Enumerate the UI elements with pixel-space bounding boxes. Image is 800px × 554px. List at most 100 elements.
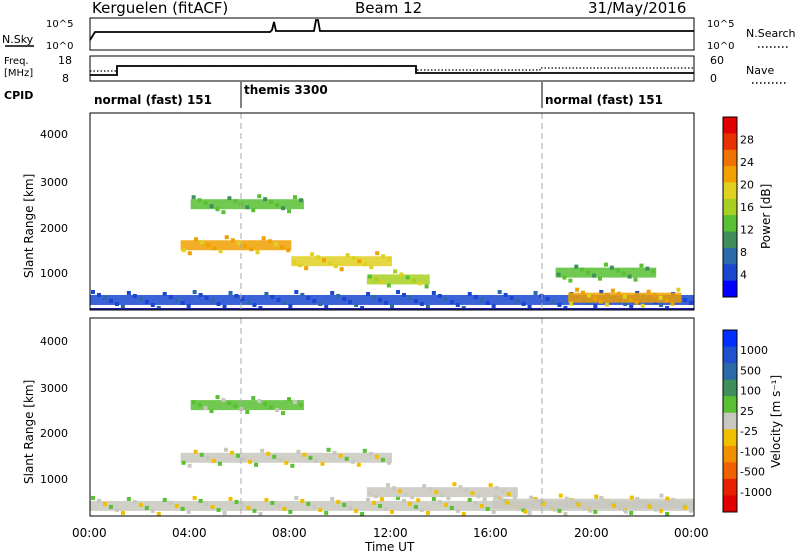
colorbar-swatch xyxy=(723,330,737,348)
echo-cell xyxy=(114,507,119,512)
power-ytick-2000: 2000 xyxy=(40,222,68,235)
echo-cell xyxy=(586,270,591,275)
echo-cell xyxy=(511,503,516,508)
echo-cell xyxy=(527,304,532,309)
echo-cell xyxy=(551,299,556,304)
echo-cell xyxy=(330,290,335,295)
echo-cell xyxy=(617,506,622,511)
echo-band xyxy=(180,240,292,251)
echo-cell xyxy=(603,262,608,267)
echo-cell xyxy=(96,498,101,503)
echo-cell xyxy=(191,195,196,200)
colorbar-tick-label: 12 xyxy=(740,224,754,237)
echo-region xyxy=(366,269,430,289)
xtick-0400: 04:00 xyxy=(172,526,207,540)
echo-cell xyxy=(255,250,260,255)
echo-cell xyxy=(455,508,460,513)
echo-cell xyxy=(292,195,297,200)
echo-cell xyxy=(261,236,266,241)
echo-cell xyxy=(204,501,209,506)
echo-cell xyxy=(108,504,113,509)
echo-cell xyxy=(267,239,272,244)
echo-cell xyxy=(384,300,389,305)
echo-cell xyxy=(493,494,498,499)
echo-cell xyxy=(594,494,599,499)
echo-cell xyxy=(374,454,379,459)
colorbar-swatch xyxy=(723,412,737,430)
freq-label-line2: [MHz] xyxy=(4,68,33,79)
echo-cell xyxy=(563,305,568,310)
echo-cell xyxy=(665,496,670,501)
echo-cell xyxy=(321,258,326,263)
echo-cell xyxy=(351,256,356,261)
colorbar-tick-label: 4 xyxy=(740,269,747,282)
echo-cell xyxy=(575,287,580,292)
echo-cell xyxy=(212,246,217,251)
echo-cell xyxy=(587,300,592,305)
echo-cell xyxy=(273,242,278,247)
echo-cell xyxy=(342,296,347,301)
echo-cell xyxy=(272,454,277,459)
echo-cell xyxy=(192,495,197,500)
cpid-segment-2: themis 3300 xyxy=(244,83,328,97)
echo-cell xyxy=(228,496,233,501)
echo-cell xyxy=(378,503,383,508)
colorbar-swatch xyxy=(723,429,737,447)
echo-cell xyxy=(197,198,202,203)
echo-cell xyxy=(181,460,186,465)
echo-cell xyxy=(209,409,214,414)
echo-cell xyxy=(308,455,313,460)
power-colorbar-label: Power [dB] xyxy=(759,184,773,249)
echo-cell xyxy=(120,510,125,515)
echo-cell xyxy=(652,292,657,297)
echo-cell xyxy=(242,456,247,461)
noise-right-tick-bottom: 10^0 xyxy=(707,41,734,52)
echo-cell xyxy=(336,499,341,504)
echo-cell xyxy=(222,304,227,309)
echo-cell xyxy=(198,498,203,503)
echo-cell xyxy=(102,501,107,506)
echo-cell xyxy=(237,241,242,246)
echo-cell xyxy=(384,506,389,511)
echo-cell xyxy=(527,510,532,515)
noise-panel: N.Sky 10^5 10^0 10^5 10^0 N.Search xyxy=(2,17,796,52)
colorbar-swatch xyxy=(723,149,737,167)
echo-cell xyxy=(639,263,644,268)
echo-cell xyxy=(186,303,191,308)
power-ytick-1000: 1000 xyxy=(40,267,68,280)
echo-cell xyxy=(615,268,620,273)
echo-cell xyxy=(254,462,259,467)
nave-tick-bottom: 0 xyxy=(710,72,717,85)
echo-cell xyxy=(557,302,562,307)
echo-cell xyxy=(425,510,430,515)
echo-cell xyxy=(251,396,256,401)
echo-cell xyxy=(354,302,359,307)
colorbar-frame xyxy=(722,116,738,298)
echo-cell xyxy=(138,296,143,301)
echo-cell xyxy=(263,197,268,202)
echo-cell xyxy=(598,299,603,304)
echo-cell xyxy=(609,265,614,270)
colorbar-swatch xyxy=(723,231,737,249)
echo-cell xyxy=(612,503,617,508)
echo-cell xyxy=(162,497,167,502)
echo-cell xyxy=(640,303,645,308)
echo-cell xyxy=(506,492,511,497)
echo-cell xyxy=(398,489,403,494)
colorbar-swatch xyxy=(723,462,737,480)
cpid-label: CPID xyxy=(4,89,33,102)
echo-cell xyxy=(574,264,579,269)
echo-cell xyxy=(419,507,424,512)
echo-cell xyxy=(437,499,442,504)
echo-cell xyxy=(689,300,694,305)
colorbar-swatch xyxy=(723,247,737,265)
echo-region xyxy=(291,251,392,272)
echo-cell xyxy=(647,504,652,509)
echo-cell xyxy=(367,274,372,279)
echo-cell xyxy=(174,297,179,302)
xtick-1600: 16:00 xyxy=(473,526,508,540)
power-panel: 4000 3000 2000 1000 Slant Range [km] 282… xyxy=(22,112,773,311)
echo-cell xyxy=(223,447,228,452)
echo-cell xyxy=(350,459,355,464)
velocity-colorbar: 1000 500 100 25 -25 -100 -500 -1000 xyxy=(722,329,772,513)
